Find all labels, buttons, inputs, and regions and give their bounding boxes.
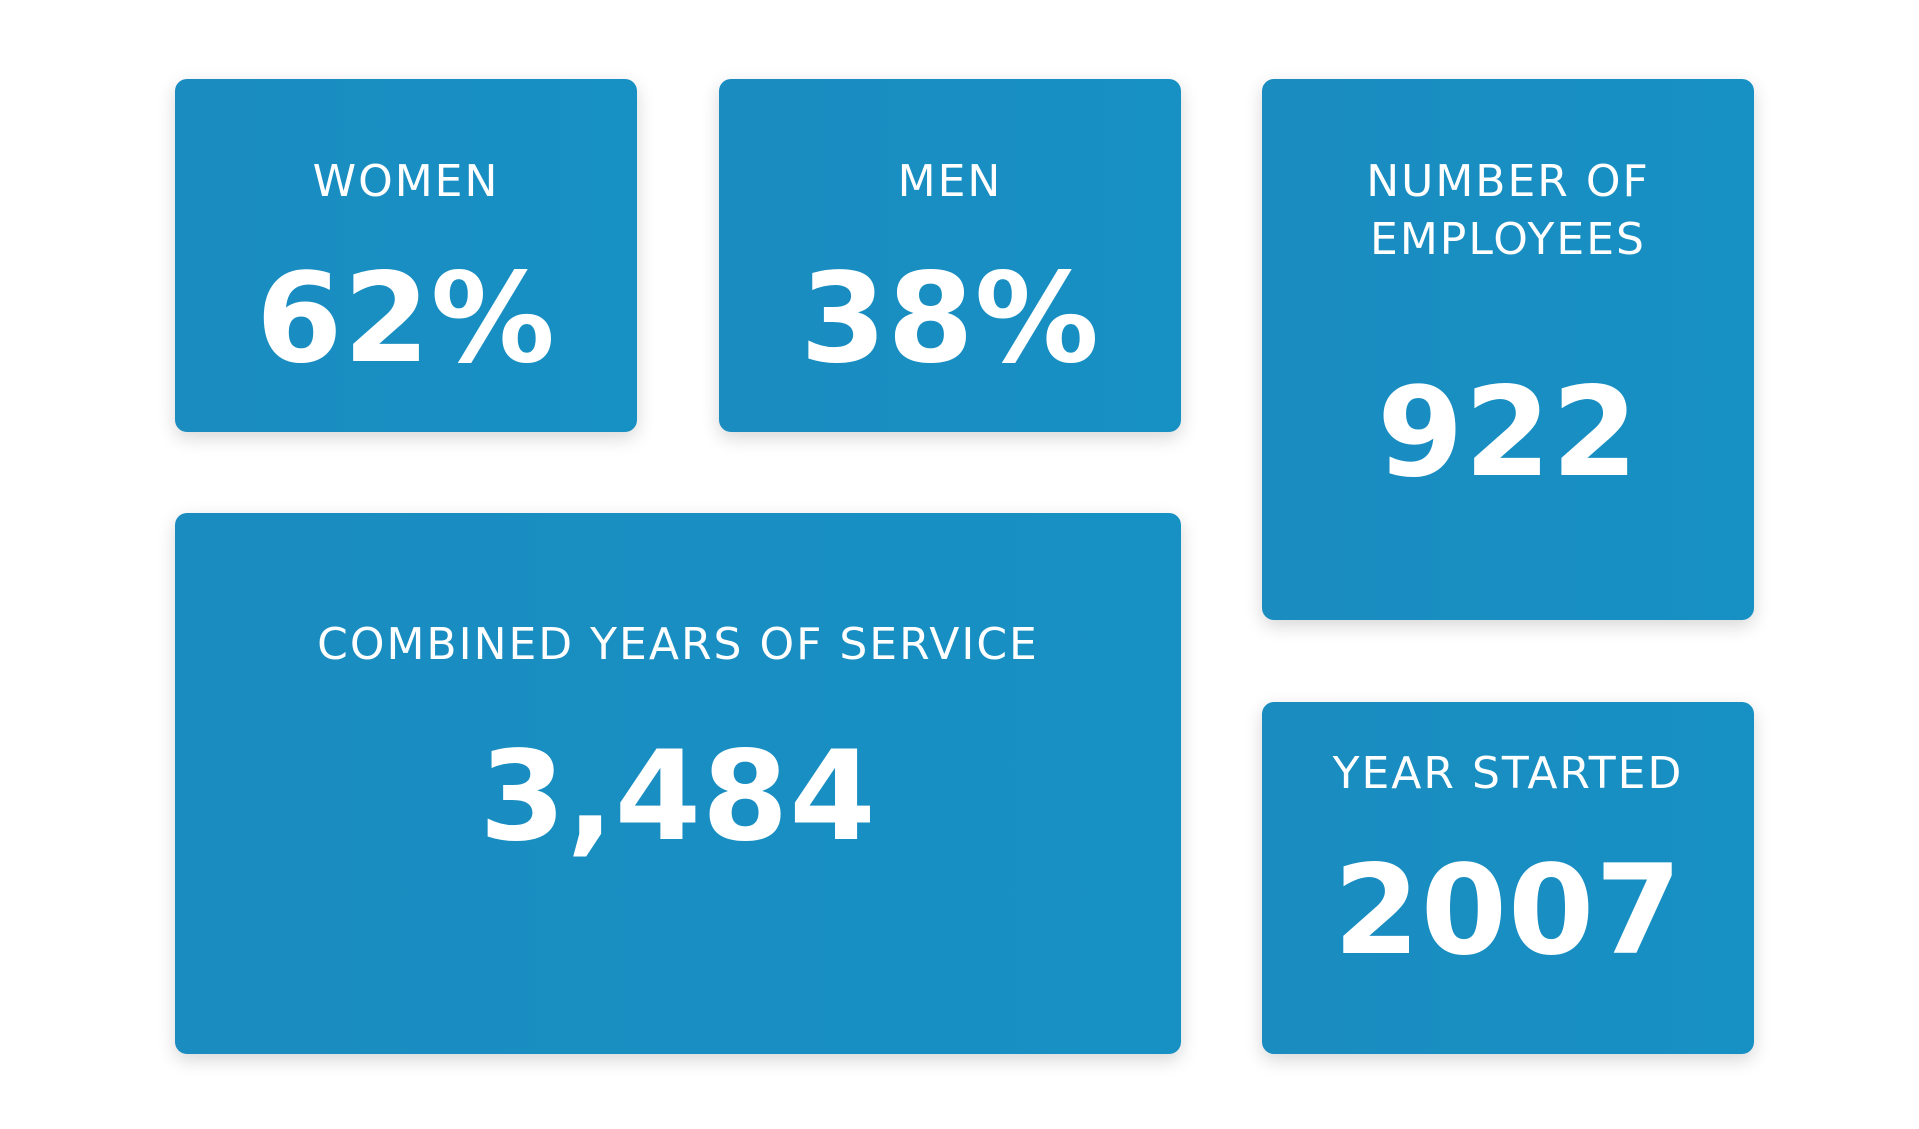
stat-card-men: MEN 38% <box>719 79 1181 432</box>
stat-value-employees: 922 <box>1377 361 1639 505</box>
stat-value-year-started: 2007 <box>1333 839 1683 983</box>
stat-card-employees: NUMBER OF EMPLOYEES 922 <box>1262 79 1754 620</box>
stat-label-years-of-service: COMBINED YEARS OF SERVICE <box>317 619 1039 670</box>
stat-card-women: WOMEN 62% <box>175 79 637 432</box>
stat-label-women: WOMEN <box>312 156 500 207</box>
stat-value-women: 62% <box>256 247 556 391</box>
stat-value-men: 38% <box>800 247 1100 391</box>
stat-card-year-started: YEAR STARTED 2007 <box>1262 702 1754 1054</box>
stat-card-years-of-service: COMBINED YEARS OF SERVICE 3,484 <box>175 513 1181 1054</box>
stat-label-men: MEN <box>897 156 1003 207</box>
stat-value-years-of-service: 3,484 <box>479 725 877 869</box>
stat-label-employees: NUMBER OF EMPLOYEES <box>1366 156 1650 265</box>
stat-label-year-started: YEAR STARTED <box>1332 748 1684 799</box>
